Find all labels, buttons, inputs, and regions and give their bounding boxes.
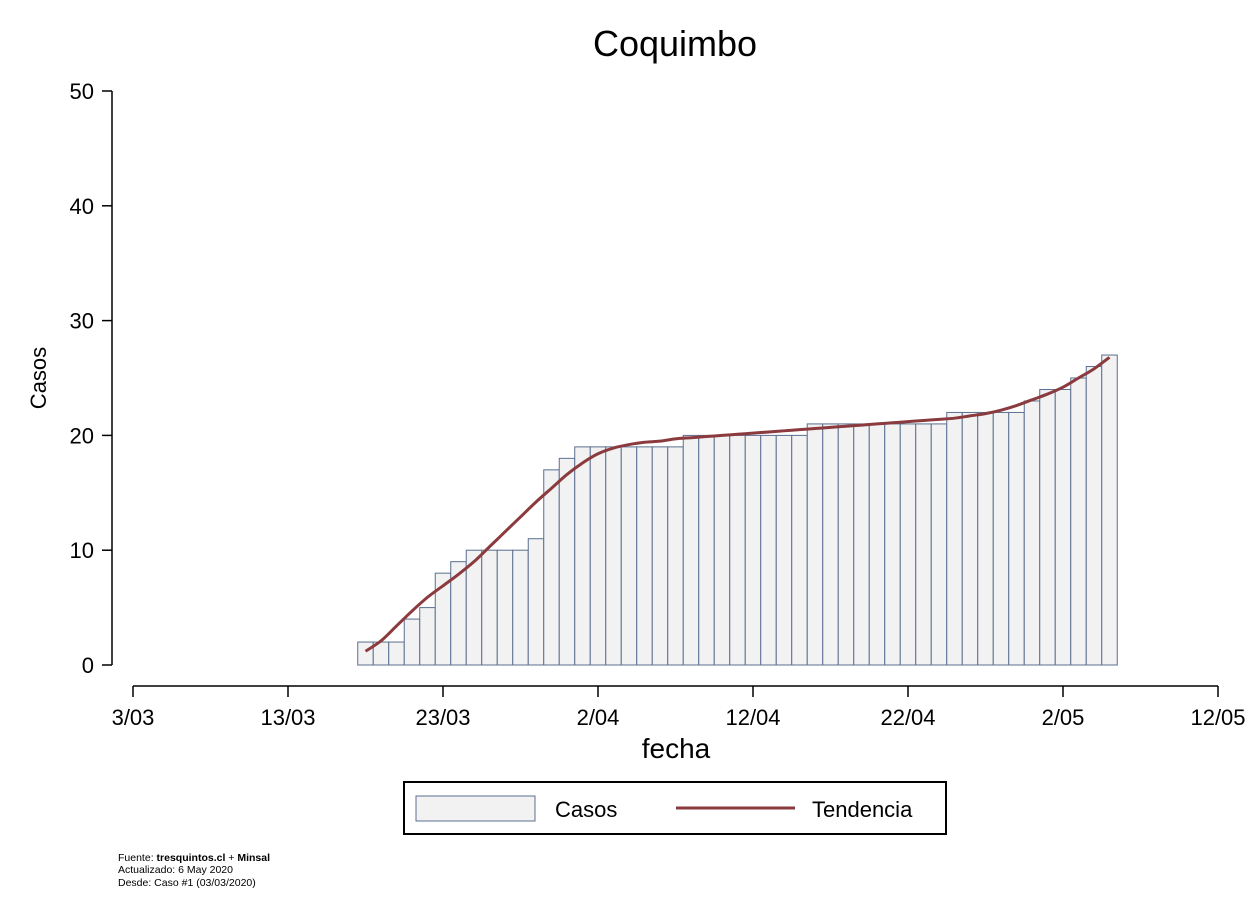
bar (713, 434, 731, 666)
x-tick-label: 12/04 (725, 705, 780, 730)
legend-swatch-casos (415, 795, 536, 822)
bar (527, 538, 545, 666)
y-tick-label: 40 (70, 194, 94, 219)
bar (930, 423, 948, 666)
bar (1054, 388, 1072, 666)
bar (1085, 366, 1103, 666)
source-footer: Fuente: tresquintos.cl + Minsal Actualiz… (118, 852, 270, 889)
bar (853, 423, 870, 666)
legend: Casos Tendencia (403, 781, 947, 835)
bar (729, 434, 746, 666)
x-tick-label: 2/04 (577, 705, 620, 730)
x-axis: 3/03 13/03 23/03 2/04 12/04 22/04 2/05 12/05 (112, 685, 1246, 730)
bar (620, 446, 638, 666)
trend-line (364, 356, 1111, 653)
footer-updated: Actualizado: 6 May 2020 (118, 864, 233, 876)
y-axis-label: Casos (26, 347, 51, 409)
bar (915, 423, 932, 666)
bar (1008, 411, 1025, 666)
y-tick-label: 0 (82, 653, 94, 678)
footer-since: Desde: Caso #1 (03/03/2020) (118, 877, 256, 889)
bar (481, 549, 498, 666)
bar (403, 618, 421, 666)
bar (388, 641, 405, 666)
bar (512, 549, 529, 666)
x-tick-label: 2/05 (1042, 705, 1085, 730)
x-axis-label: fecha (642, 733, 711, 764)
bar (1070, 377, 1087, 666)
bar (419, 607, 436, 666)
footer-source: Fuente: tresquintos.cl + Minsal (118, 852, 270, 864)
bar (884, 423, 901, 666)
bar (651, 446, 669, 666)
bar (1039, 388, 1056, 666)
y-tick-label: 50 (70, 79, 94, 104)
bar (992, 411, 1010, 666)
bar (760, 434, 777, 666)
bar (558, 457, 576, 666)
x-tick-label: 12/05 (1190, 705, 1245, 730)
bar (636, 446, 653, 666)
x-tick-label: 3/03 (112, 705, 155, 730)
y-tick-label: 10 (70, 538, 94, 563)
bar (589, 446, 607, 666)
y-tick-label: 30 (70, 309, 94, 334)
bar (682, 434, 700, 666)
chart-title: Coquimbo (593, 23, 757, 64)
bar (775, 434, 793, 666)
bar-series (357, 354, 1118, 666)
legend-label-tendencia: Tendencia (812, 797, 913, 822)
bar (946, 411, 963, 666)
bar (961, 411, 979, 666)
bar (837, 423, 855, 666)
bar (574, 446, 591, 666)
x-tick-label: 13/03 (260, 705, 315, 730)
bar (868, 423, 886, 666)
bar (605, 446, 622, 666)
bar (543, 469, 560, 666)
bar (496, 549, 514, 666)
bar (1023, 400, 1041, 666)
bar (806, 423, 824, 666)
bar (1101, 354, 1118, 666)
bar (698, 434, 715, 666)
x-tick-label: 23/03 (415, 705, 470, 730)
bar (357, 641, 374, 666)
y-axis: 0 10 20 30 40 50 (70, 79, 113, 678)
bar (744, 434, 762, 666)
legend-label-casos: Casos (555, 797, 617, 822)
bar (899, 423, 917, 666)
y-tick-label: 20 (70, 423, 94, 448)
bar (791, 434, 808, 666)
bar (822, 423, 839, 666)
bar (977, 411, 994, 666)
x-tick-label: 22/04 (880, 705, 935, 730)
bar (667, 446, 684, 666)
